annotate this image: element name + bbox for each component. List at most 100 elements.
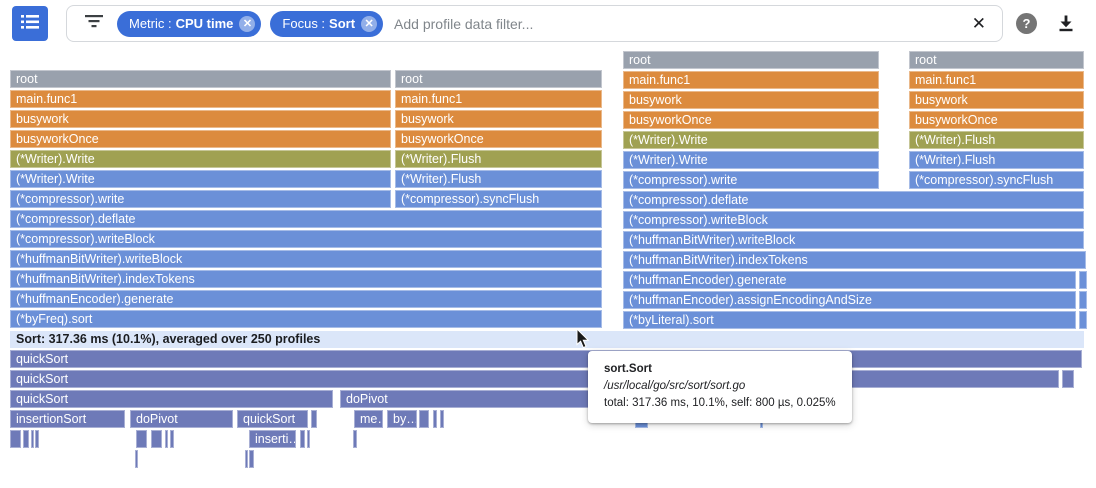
close-circle-icon[interactable]: ✕ bbox=[361, 15, 378, 32]
flame-frame[interactable]: (*huffmanEncoder).generate bbox=[623, 271, 1076, 289]
flame-frame[interactable]: busyworkOnce bbox=[10, 130, 391, 148]
flame-frame[interactable]: busyworkOnce bbox=[623, 111, 879, 129]
flame-frame[interactable]: (*Writer).Flush bbox=[395, 170, 602, 188]
flame-frame[interactable] bbox=[1079, 271, 1087, 289]
help-icon: ? bbox=[1022, 16, 1031, 31]
flame-frame[interactable]: main.func1 bbox=[395, 90, 602, 108]
toolbar: Metric : CPU time ✕ Focus : Sort ✕ ✕ ? bbox=[0, 0, 1096, 48]
flame-frame[interactable]: (*compressor).writeBlock bbox=[623, 211, 1084, 229]
flame-frame[interactable] bbox=[31, 430, 34, 448]
filter-bar: Metric : CPU time ✕ Focus : Sort ✕ ✕ bbox=[66, 5, 1003, 42]
flame-frame[interactable]: (*compressor).writeBlock bbox=[10, 230, 602, 248]
flame-frame[interactable]: (*Writer).Flush bbox=[909, 131, 1084, 149]
download-button[interactable] bbox=[1055, 13, 1077, 35]
clear-filters-button[interactable]: ✕ bbox=[968, 14, 990, 34]
flame-frame[interactable]: (*byLiteral).sort bbox=[623, 311, 1076, 329]
close-circle-icon[interactable]: ✕ bbox=[239, 15, 256, 32]
menu-list-button[interactable] bbox=[12, 6, 48, 41]
flame-frame[interactable]: (*huffmanBitWriter).indexTokens bbox=[10, 270, 602, 288]
flame-frame[interactable]: (*compressor).deflate bbox=[623, 191, 1084, 209]
flame-frame[interactable]: quickSort bbox=[10, 350, 1082, 368]
filter-chip-focus[interactable]: Focus : Sort ✕ bbox=[270, 10, 384, 37]
flame-frame[interactable]: insertionSort bbox=[10, 410, 125, 428]
flame-frame[interactable]: (*huffmanBitWriter).indexTokens bbox=[623, 251, 1086, 269]
flame-frame[interactable]: by… bbox=[387, 410, 417, 428]
flame-frame[interactable]: (*huffmanEncoder).generate bbox=[10, 290, 602, 308]
flame-frame[interactable]: (*compressor).write bbox=[623, 171, 879, 189]
flame-frame[interactable] bbox=[10, 430, 21, 448]
flame-frame[interactable]: main.func1 bbox=[623, 71, 879, 89]
flame-frame[interactable] bbox=[440, 410, 444, 428]
flame-frame[interactable]: (*Writer).Write bbox=[10, 150, 391, 168]
flame-frame[interactable] bbox=[245, 450, 248, 468]
flame-frame[interactable]: root bbox=[10, 70, 391, 88]
flame-frame[interactable] bbox=[300, 430, 305, 448]
flame-frame[interactable] bbox=[136, 430, 147, 448]
flame-frame[interactable]: (*compressor).deflate bbox=[10, 210, 602, 228]
download-icon bbox=[1057, 15, 1075, 35]
filter-chip-metric[interactable]: Metric : CPU time ✕ bbox=[117, 10, 262, 37]
flame-frame[interactable] bbox=[35, 430, 39, 448]
flame-frame[interactable]: inserti… bbox=[249, 430, 296, 448]
flame-frame[interactable] bbox=[151, 430, 162, 448]
flame-frame[interactable] bbox=[307, 430, 310, 448]
flame-frame[interactable]: busyworkOnce bbox=[395, 130, 602, 148]
chip-metric-value: CPU time bbox=[175, 16, 234, 31]
list-icon bbox=[20, 13, 40, 34]
flame-frame[interactable]: (*huffmanBitWriter).writeBlock bbox=[10, 250, 602, 268]
flame-frame[interactable]: (*huffmanEncoder).assignEncodingAndSize bbox=[623, 291, 1076, 309]
mouse-cursor-icon bbox=[576, 327, 590, 354]
flame-frame[interactable]: (*compressor).syncFlush bbox=[395, 190, 602, 208]
tooltip-stats: total: 317.36 ms, 10.1%, self: 800 µs, 0… bbox=[604, 397, 836, 409]
flame-frame[interactable]: me… bbox=[354, 410, 383, 428]
flame-frame[interactable]: quickSort bbox=[10, 370, 1059, 388]
frame-tooltip: sort.Sort /usr/local/go/src/sort/sort.go… bbox=[588, 351, 852, 423]
flame-frame[interactable]: (*huffmanBitWriter).writeBlock bbox=[623, 231, 1084, 249]
flame-frame[interactable]: quickSort bbox=[237, 410, 308, 428]
flame-frame[interactable] bbox=[23, 430, 29, 448]
flame-frame[interactable] bbox=[433, 410, 437, 428]
flame-frame[interactable] bbox=[165, 430, 168, 448]
flame-frame[interactable] bbox=[353, 430, 357, 448]
flame-frame[interactable]: root bbox=[395, 70, 602, 88]
filter-input[interactable] bbox=[392, 14, 968, 33]
flame-frame[interactable]: busywork bbox=[10, 110, 391, 128]
flame-frame[interactable]: busywork bbox=[395, 110, 602, 128]
flame-frame[interactable] bbox=[1079, 291, 1087, 309]
flame-frame[interactable]: (*compressor).write bbox=[10, 190, 391, 208]
tooltip-function-name: sort.Sort bbox=[604, 363, 652, 375]
filter-list-icon bbox=[85, 14, 103, 33]
flame-frame[interactable]: busyworkOnce bbox=[909, 111, 1084, 129]
flame-frame[interactable] bbox=[419, 410, 429, 428]
flame-frame[interactable]: busywork bbox=[623, 91, 879, 109]
flame-frame[interactable]: quickSort bbox=[10, 390, 333, 408]
flame-frame[interactable]: (*Writer).Flush bbox=[395, 150, 602, 168]
flame-frame[interactable]: doPivot bbox=[130, 410, 233, 428]
flame-frame[interactable] bbox=[311, 410, 317, 428]
flame-frame[interactable]: main.func1 bbox=[10, 90, 391, 108]
flame-frame[interactable]: (*Writer).Write bbox=[623, 151, 879, 169]
flame-frame[interactable] bbox=[249, 450, 254, 468]
chip-focus-prefix: Focus : bbox=[282, 16, 326, 31]
flame-frame[interactable]: (*Writer).Write bbox=[623, 131, 879, 149]
tooltip-file-path: /usr/local/go/src/sort/sort.go bbox=[604, 380, 746, 392]
flame-frame[interactable]: (*Writer).Write bbox=[10, 170, 391, 188]
flame-frame[interactable] bbox=[135, 450, 138, 468]
flame-frame[interactable] bbox=[170, 430, 174, 448]
flame-frame[interactable]: (*Writer).Flush bbox=[909, 151, 1084, 169]
flame-frame[interactable]: (*byFreq).sort bbox=[10, 310, 602, 328]
flame-frame[interactable]: main.func1 bbox=[909, 71, 1084, 89]
help-button[interactable]: ? bbox=[1016, 13, 1037, 34]
flame-frame[interactable]: root bbox=[909, 51, 1084, 69]
flame-frame[interactable] bbox=[1062, 370, 1074, 388]
flame-frame[interactable] bbox=[1079, 311, 1087, 329]
close-icon: ✕ bbox=[971, 13, 986, 33]
flame-frame[interactable]: (*compressor).syncFlush bbox=[909, 171, 1084, 189]
chip-metric-prefix: Metric : bbox=[129, 16, 172, 31]
flame-frame[interactable]: root bbox=[623, 51, 879, 69]
flame-frame[interactable]: busywork bbox=[909, 91, 1084, 109]
chip-focus-value: Sort bbox=[329, 16, 356, 31]
selected-frame-summary-bar[interactable]: Sort: 317.36 ms (10.1%), averaged over 2… bbox=[10, 331, 1084, 348]
